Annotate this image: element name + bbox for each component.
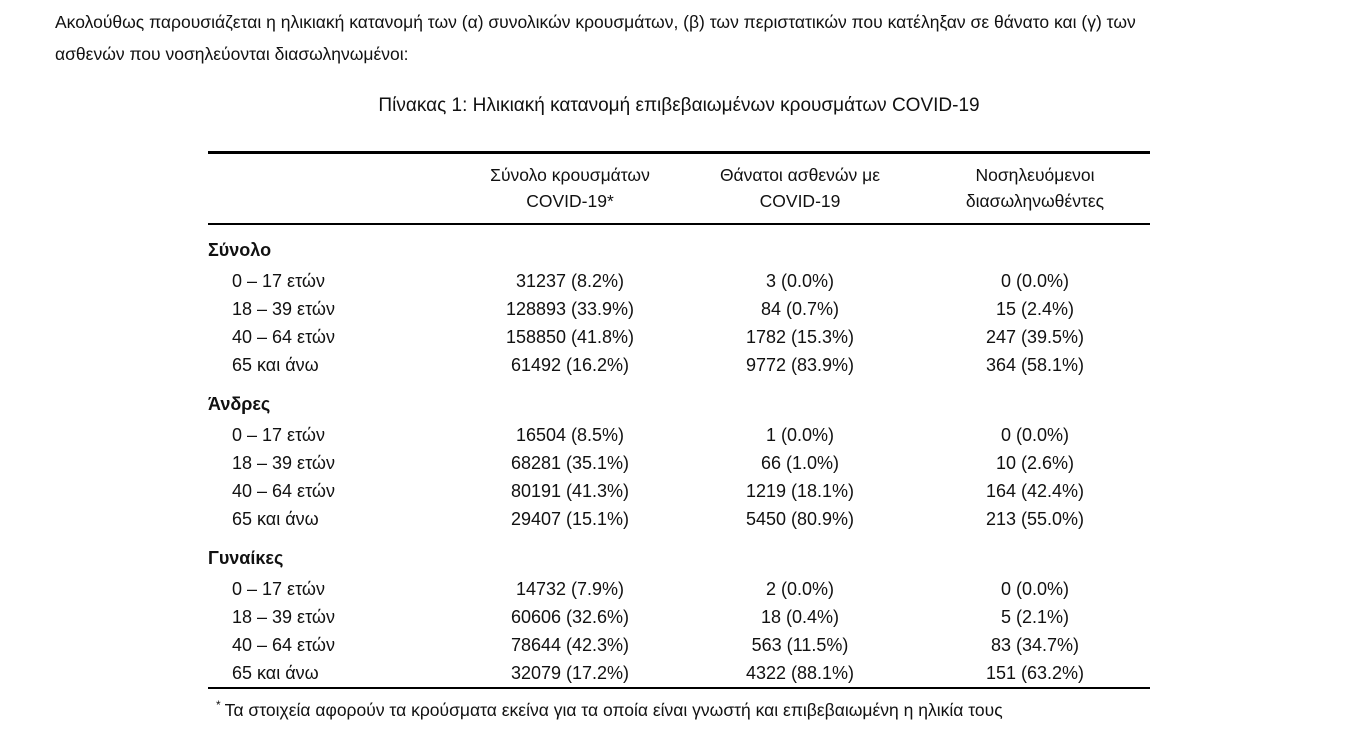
cases-cell: 128893 (33.9%) [505, 299, 635, 319]
header-deaths-line1: Θάνατοι ασθενών με [719, 165, 881, 185]
age-cell: 0 – 17 ετών [232, 271, 325, 291]
table-row: 40 – 64 ετών 80191 (41.3%) 1219 (18.1%) 164… [208, 477, 1150, 505]
group-header-row: Σύνολο [208, 224, 1150, 267]
age-cell: 18 – 39 ετών [232, 607, 335, 627]
covid-age-distribution-table: Σύνολο κρουσμάτων COVID-19* Θάνατοι ασθε… [208, 151, 1150, 689]
cases-cell: 80191 (41.3%) [510, 481, 630, 501]
cases-cell: 16504 (8.5%) [515, 425, 625, 445]
header-row: Σύνολο κρουσμάτων COVID-19* Θάνατοι ασθε… [208, 152, 1150, 225]
header-intubated: Νοσηλευόμενοι διασωληνωθέντες [920, 152, 1150, 225]
header-total-cases: Σύνολο κρουσμάτων COVID-19* [460, 152, 680, 225]
table-container: Σύνολο κρουσμάτων COVID-19* Θάνατοι ασθε… [208, 151, 1150, 722]
intubated-cell: 164 (42.4%) [985, 481, 1085, 501]
cases-cell: 61492 (16.2%) [510, 355, 630, 375]
intubated-cell: 5 (2.1%) [1000, 607, 1070, 627]
age-cell: 65 και άνω [232, 509, 319, 529]
age-cell: 40 – 64 ετών [232, 481, 335, 501]
age-cell: 18 – 39 ετών [232, 453, 335, 473]
intubated-cell: 15 (2.4%) [995, 299, 1075, 319]
intubated-cell: 151 (63.2%) [985, 663, 1085, 683]
header-intubated-line2: διασωληνωθέντες [965, 191, 1105, 211]
deaths-cell: 1 (0.0%) [765, 425, 835, 445]
cases-cell: 158850 (41.8%) [505, 327, 635, 347]
cases-cell: 68281 (35.1%) [510, 453, 630, 473]
footnote-asterisk: * [216, 698, 221, 712]
deaths-cell: 84 (0.7%) [760, 299, 840, 319]
intro-line-1: Ακολούθως παρουσιάζεται η ηλικιακή καταν… [55, 12, 1136, 32]
deaths-cell: 5450 (80.9%) [745, 509, 855, 529]
table-row: 65 και άνω 32079 (17.2%) 4322 (88.1%) 151 (… [208, 659, 1150, 688]
group-header-row: Άνδρες [208, 379, 1150, 421]
table-row: 18 – 39 ετών 128893 (33.9%) 84 (0.7%) 15 (2… [208, 295, 1150, 323]
table-footnote: * Τα στοιχεία αφορούν τα κρούσματα εκείνα… [208, 693, 1150, 722]
table-row: 65 και άνω 61492 (16.2%) 9772 (83.9%) 364 (… [208, 351, 1150, 379]
age-cell: 18 – 39 ετών [232, 299, 335, 319]
intubated-cell: 0 (0.0%) [1000, 579, 1070, 599]
cases-cell: 14732 (7.9%) [515, 579, 625, 599]
deaths-cell: 66 (1.0%) [760, 453, 840, 473]
deaths-cell: 9772 (83.9%) [745, 355, 855, 375]
header-total-cases-line2: COVID-19* [526, 191, 614, 211]
footnote-text: Τα στοιχεία αφορούν τα κρούσματα εκείνα … [224, 699, 1003, 720]
group-label: Σύνολο [208, 240, 272, 260]
deaths-cell: 1782 (15.3%) [745, 327, 855, 347]
intro-paragraph: Ακολούθως παρουσιάζεται η ηλικιακή καταν… [55, 6, 1325, 70]
deaths-cell: 18 (0.4%) [760, 607, 840, 627]
cases-cell: 78644 (42.3%) [510, 635, 630, 655]
cases-cell: 32079 (17.2%) [510, 663, 630, 683]
intubated-cell: 247 (39.5%) [985, 327, 1085, 347]
deaths-cell: 1219 (18.1%) [745, 481, 855, 501]
age-cell: 0 – 17 ετών [232, 425, 325, 445]
cases-cell: 29407 (15.1%) [510, 509, 630, 529]
table-title: Πίνακας 1: Ηλικιακή κατανομή επιβεβαιωμέ… [378, 95, 980, 116]
deaths-cell: 563 (11.5%) [751, 635, 849, 655]
intubated-cell: 10 (2.6%) [995, 453, 1075, 473]
table-body: Σύνολο 0 – 17 ετών 31237 (8.2%) 3 (0.0%) 0 (… [208, 224, 1150, 688]
table-header: Σύνολο κρουσμάτων COVID-19* Θάνατοι ασθε… [208, 152, 1150, 225]
header-total-cases-line1: Σύνολο κρουσμάτων [490, 165, 650, 185]
intubated-cell: 0 (0.0%) [1000, 425, 1070, 445]
intubated-cell: 364 (58.1%) [985, 355, 1085, 375]
group-label: Γυναίκες [208, 548, 284, 568]
intro-line-2: ασθενών που νοσηλεύονται διασωληνωμένοι: [55, 44, 409, 64]
header-empty-cell [208, 152, 460, 225]
age-cell: 65 και άνω [232, 663, 319, 683]
header-deaths: Θάνατοι ασθενών με COVID-19 [680, 152, 920, 225]
deaths-cell: 4322 (88.1%) [745, 663, 855, 683]
cases-cell: 31237 (8.2%) [515, 271, 625, 291]
table-row: 0 – 17 ετών 31237 (8.2%) 3 (0.0%) 0 (0.0%) [208, 267, 1150, 295]
table-row: 65 και άνω 29407 (15.1%) 5450 (80.9%) 213 (… [208, 505, 1150, 533]
age-cell: 0 – 17 ετών [232, 579, 325, 599]
header-intubated-line1: Νοσηλευόμενοι [975, 165, 1095, 185]
table-row: 0 – 17 ετών 16504 (8.5%) 1 (0.0%) 0 (0.0%) [208, 421, 1150, 449]
deaths-cell: 3 (0.0%) [765, 271, 835, 291]
table-row: 0 – 17 ετών 14732 (7.9%) 2 (0.0%) 0 (0.0%) [208, 575, 1150, 603]
intubated-cell: 213 (55.0%) [985, 509, 1085, 529]
intubated-cell: 83 (34.7%) [990, 635, 1080, 655]
table-row: 18 – 39 ετών 68281 (35.1%) 66 (1.0%) 10 (2.… [208, 449, 1150, 477]
intubated-cell: 0 (0.0%) [1000, 271, 1070, 291]
header-deaths-line2: COVID-19 [759, 191, 841, 211]
table-row: 40 – 64 ετών 78644 (42.3%) 563 (11.5%) 83 (… [208, 631, 1150, 659]
age-cell: 40 – 64 ετών [232, 635, 335, 655]
table-row: 18 – 39 ετών 60606 (32.6%) 18 (0.4%) 5 (2.1… [208, 603, 1150, 631]
group-label: Άνδρες [208, 394, 271, 414]
age-cell: 40 – 64 ετών [232, 327, 335, 347]
cases-cell: 60606 (32.6%) [510, 607, 630, 627]
table-row: 40 – 64 ετών 158850 (41.8%) 1782 (15.3%) 24… [208, 323, 1150, 351]
deaths-cell: 2 (0.0%) [765, 579, 835, 599]
group-header-row: Γυναίκες [208, 533, 1150, 575]
age-cell: 65 και άνω [232, 355, 319, 375]
